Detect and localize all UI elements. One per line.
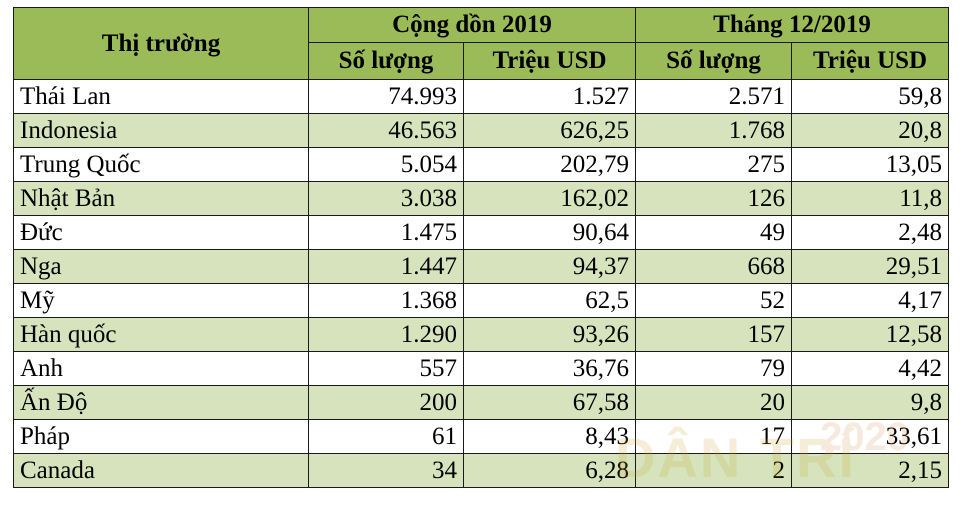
cell-cum-quantity: 1.290 — [308, 317, 464, 352]
cell-cum-usd: 93,26 — [462, 317, 637, 352]
cell-cum-usd: 36,76 — [462, 351, 637, 386]
header-market: Thị trường — [13, 7, 309, 80]
cell-cum-quantity: 74.993 — [308, 79, 464, 114]
cell-market: Thái Lan — [13, 79, 309, 114]
cell-cum-quantity: 61 — [308, 419, 464, 454]
table-row: Trung Quốc 5.054 202,79 275 13,05 — [13, 147, 950, 182]
cell-dec-usd: 4,42 — [791, 351, 950, 386]
cell-cum-usd: 90,64 — [462, 215, 637, 250]
header-row-1: Thị trường Cộng dồn 2019 Tháng 12/2019 — [13, 7, 950, 80]
cell-dec-usd: 2,48 — [791, 215, 950, 250]
cell-market: Hàn quốc — [13, 317, 309, 352]
cell-cum-quantity: 5.054 — [308, 147, 464, 182]
header-cum-usd: Triệu USD — [462, 42, 637, 80]
cell-cum-usd: 8,43 — [462, 419, 637, 454]
data-table-container: Thị trường Cộng dồn 2019 Tháng 12/2019 S… — [13, 7, 950, 488]
cell-cum-usd: 6,28 — [462, 453, 637, 488]
cell-dec-usd: 12,58 — [791, 317, 950, 352]
table-row: Ấn Độ 200 67,58 20 9,8 — [13, 385, 950, 420]
table-row: Nhật Bản 3.038 162,02 126 11,8 — [13, 181, 950, 216]
cell-dec-quantity: 52 — [635, 283, 793, 318]
table-row: Nga 1.447 94,37 668 29,51 — [13, 249, 950, 284]
cell-cum-quantity: 200 — [308, 385, 464, 420]
cell-cum-usd: 162,02 — [462, 181, 637, 216]
cell-dec-quantity: 2.571 — [635, 79, 793, 114]
cell-dec-quantity: 275 — [635, 147, 793, 182]
cell-cum-usd: 626,25 — [462, 113, 637, 148]
cell-market: Pháp — [13, 419, 309, 454]
cell-cum-quantity: 557 — [308, 351, 464, 386]
header-dec-quantity: Số lượng — [635, 42, 793, 80]
header-cum-quantity: Số lượng — [308, 42, 464, 80]
cell-dec-usd: 33,61 — [791, 419, 950, 454]
cell-dec-quantity: 2 — [635, 453, 793, 488]
cell-cum-usd: 1.527 — [462, 79, 637, 114]
cell-cum-quantity: 46.563 — [308, 113, 464, 148]
header-dec-usd: Triệu USD — [791, 42, 950, 80]
cell-market: Indonesia — [13, 113, 309, 148]
cell-cum-quantity: 1.447 — [308, 249, 464, 284]
cell-cum-quantity: 1.368 — [308, 283, 464, 318]
cell-dec-quantity: 20 — [635, 385, 793, 420]
table-row: Thái Lan 74.993 1.527 2.571 59,8 — [13, 79, 950, 114]
cell-market: Anh — [13, 351, 309, 386]
header-row-2: Số lượng Triệu USD Số lượng Triệu USD — [14, 42, 950, 80]
cell-dec-quantity: 17 — [635, 419, 793, 454]
cell-dec-quantity: 126 — [635, 181, 793, 216]
cell-cum-usd: 94,37 — [462, 249, 637, 284]
cell-market: Nhật Bản — [13, 181, 309, 216]
table-row: Đức 1.475 90,64 49 2,48 — [13, 215, 950, 250]
table-header: Thị trường Cộng dồn 2019 Tháng 12/2019 S… — [13, 7, 950, 80]
header-december-2019: Tháng 12/2019 — [635, 7, 950, 43]
cell-market: Trung Quốc — [13, 147, 309, 182]
table-row: Indonesia 46.563 626,25 1.768 20,8 — [13, 113, 950, 148]
cell-dec-usd: 11,8 — [791, 181, 950, 216]
cell-cum-usd: 67,58 — [462, 385, 637, 420]
table-row: Mỹ 1.368 62,5 52 4,17 — [13, 283, 950, 318]
cell-cum-quantity: 3.038 — [308, 181, 464, 216]
table-row: Canada 34 6,28 2 2,15 — [13, 453, 950, 488]
cell-market: Mỹ — [13, 283, 309, 318]
cell-market: Canada — [13, 453, 309, 488]
cell-cum-usd: 62,5 — [462, 283, 637, 318]
cell-dec-usd: 59,8 — [791, 79, 950, 114]
cell-market: Nga — [13, 249, 309, 284]
cell-cum-quantity: 34 — [308, 453, 464, 488]
cell-dec-quantity: 668 — [635, 249, 793, 284]
cell-cum-usd: 202,79 — [462, 147, 637, 182]
cell-dec-quantity: 1.768 — [635, 113, 793, 148]
cell-dec-quantity: 49 — [635, 215, 793, 250]
table-row: Pháp 61 8,43 17 33,61 — [13, 419, 950, 454]
header-cumulative-2019: Cộng dồn 2019 — [307, 7, 637, 43]
cell-dec-usd: 29,51 — [791, 249, 950, 284]
cell-dec-usd: 13,05 — [791, 147, 950, 182]
cell-dec-usd: 4,17 — [791, 283, 950, 318]
cell-market: Ấn Độ — [13, 385, 309, 420]
table-row: Anh 557 36,76 79 4,42 — [13, 351, 950, 386]
table-body: Thái Lan 74.993 1.527 2.571 59,8 Indonesia 46.… — [13, 79, 950, 488]
table-row: Hàn quốc 1.290 93,26 157 12,58 — [13, 317, 950, 352]
cell-dec-usd: 2,15 — [791, 453, 950, 488]
cell-dec-usd: 20,8 — [791, 113, 950, 148]
cell-market: Đức — [13, 215, 309, 250]
cell-cum-quantity: 1.475 — [308, 215, 464, 250]
cell-dec-quantity: 79 — [635, 351, 793, 386]
market-table: Thị trường Cộng dồn 2019 Tháng 12/2019 S… — [13, 7, 950, 488]
cell-dec-quantity: 157 — [635, 317, 793, 352]
cell-dec-usd: 9,8 — [791, 385, 950, 420]
